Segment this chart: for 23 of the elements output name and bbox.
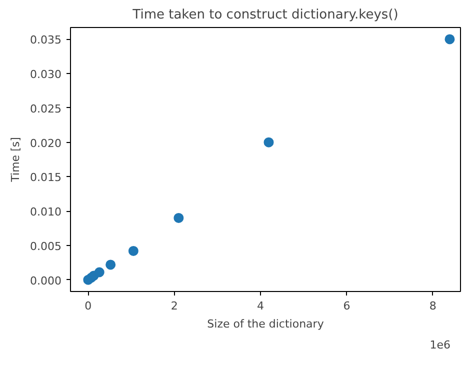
y-tick-label: 0.015	[30, 171, 62, 184]
y-axis-title: Time [s]	[9, 137, 22, 183]
y-tick-label: 0.035	[30, 34, 62, 47]
x-tick-label: 6	[343, 300, 350, 312]
point	[94, 267, 104, 278]
point	[174, 212, 184, 223]
x-axis-title: Size of the dictionary	[207, 318, 324, 330]
y-tick-label: 0.025	[30, 102, 62, 116]
text: 1e6	[430, 338, 450, 352]
chart-title: Time taken to construct dictionary.keys()	[132, 8, 398, 22]
point	[128, 246, 138, 256]
y-tick-label: 0.010	[30, 206, 62, 219]
y-tick-label: 0.020	[30, 136, 62, 150]
point	[264, 137, 274, 148]
x-tick-label: 4	[257, 300, 264, 312]
x-tick-label: 8	[429, 300, 436, 312]
y-tick-label: 0.005	[30, 240, 62, 253]
y-tick-label: 0.030	[30, 68, 62, 82]
x-tick-label: 0	[84, 300, 92, 312]
y-tick-label: 0.000	[30, 274, 62, 288]
x-tick-label: 2	[170, 300, 178, 312]
point	[444, 34, 455, 44]
point	[106, 260, 116, 270]
